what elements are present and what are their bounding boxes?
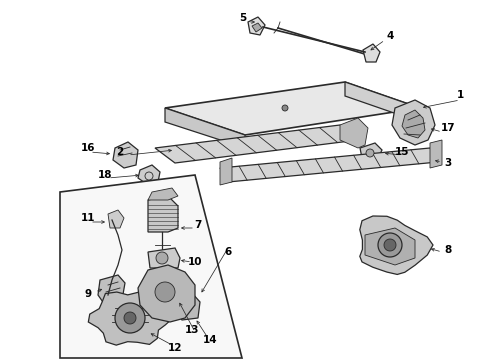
Text: 5: 5 <box>240 13 246 23</box>
Polygon shape <box>148 196 178 232</box>
Text: 12: 12 <box>168 343 182 353</box>
Text: 7: 7 <box>195 220 202 230</box>
Text: 18: 18 <box>98 170 112 180</box>
Circle shape <box>156 252 168 264</box>
Polygon shape <box>98 275 125 305</box>
Polygon shape <box>360 143 382 160</box>
Text: 4: 4 <box>386 31 393 41</box>
Polygon shape <box>60 175 242 358</box>
Polygon shape <box>138 265 195 322</box>
Circle shape <box>282 105 288 111</box>
Text: 3: 3 <box>444 158 452 168</box>
Polygon shape <box>108 210 124 228</box>
Text: 6: 6 <box>224 247 232 257</box>
Polygon shape <box>148 188 178 200</box>
Polygon shape <box>174 293 200 320</box>
Text: 13: 13 <box>185 325 199 335</box>
Polygon shape <box>138 165 160 185</box>
Polygon shape <box>113 142 138 168</box>
Polygon shape <box>158 285 185 315</box>
Text: 14: 14 <box>203 335 217 345</box>
Polygon shape <box>365 228 415 265</box>
Polygon shape <box>363 44 380 62</box>
Text: 8: 8 <box>444 245 452 255</box>
Circle shape <box>384 239 396 251</box>
Polygon shape <box>360 216 433 274</box>
Polygon shape <box>88 291 173 345</box>
Circle shape <box>378 233 402 257</box>
Polygon shape <box>392 100 435 145</box>
Text: 10: 10 <box>188 257 202 267</box>
Polygon shape <box>340 118 368 148</box>
Polygon shape <box>252 23 262 32</box>
Polygon shape <box>165 108 245 148</box>
Text: 15: 15 <box>395 147 409 157</box>
Text: 2: 2 <box>117 147 123 157</box>
Text: 1: 1 <box>456 90 464 100</box>
Polygon shape <box>220 158 232 185</box>
Polygon shape <box>148 248 180 268</box>
Text: 9: 9 <box>84 289 92 299</box>
Text: 16: 16 <box>81 143 95 153</box>
Polygon shape <box>165 82 420 135</box>
Circle shape <box>366 149 374 157</box>
Polygon shape <box>430 140 442 168</box>
Polygon shape <box>155 125 358 163</box>
Polygon shape <box>345 82 420 122</box>
Polygon shape <box>248 17 265 35</box>
Circle shape <box>124 312 136 324</box>
Circle shape <box>115 303 145 333</box>
Text: 11: 11 <box>81 213 95 223</box>
Text: 17: 17 <box>441 123 455 133</box>
Polygon shape <box>402 110 425 138</box>
Circle shape <box>155 282 175 302</box>
Polygon shape <box>220 148 438 182</box>
